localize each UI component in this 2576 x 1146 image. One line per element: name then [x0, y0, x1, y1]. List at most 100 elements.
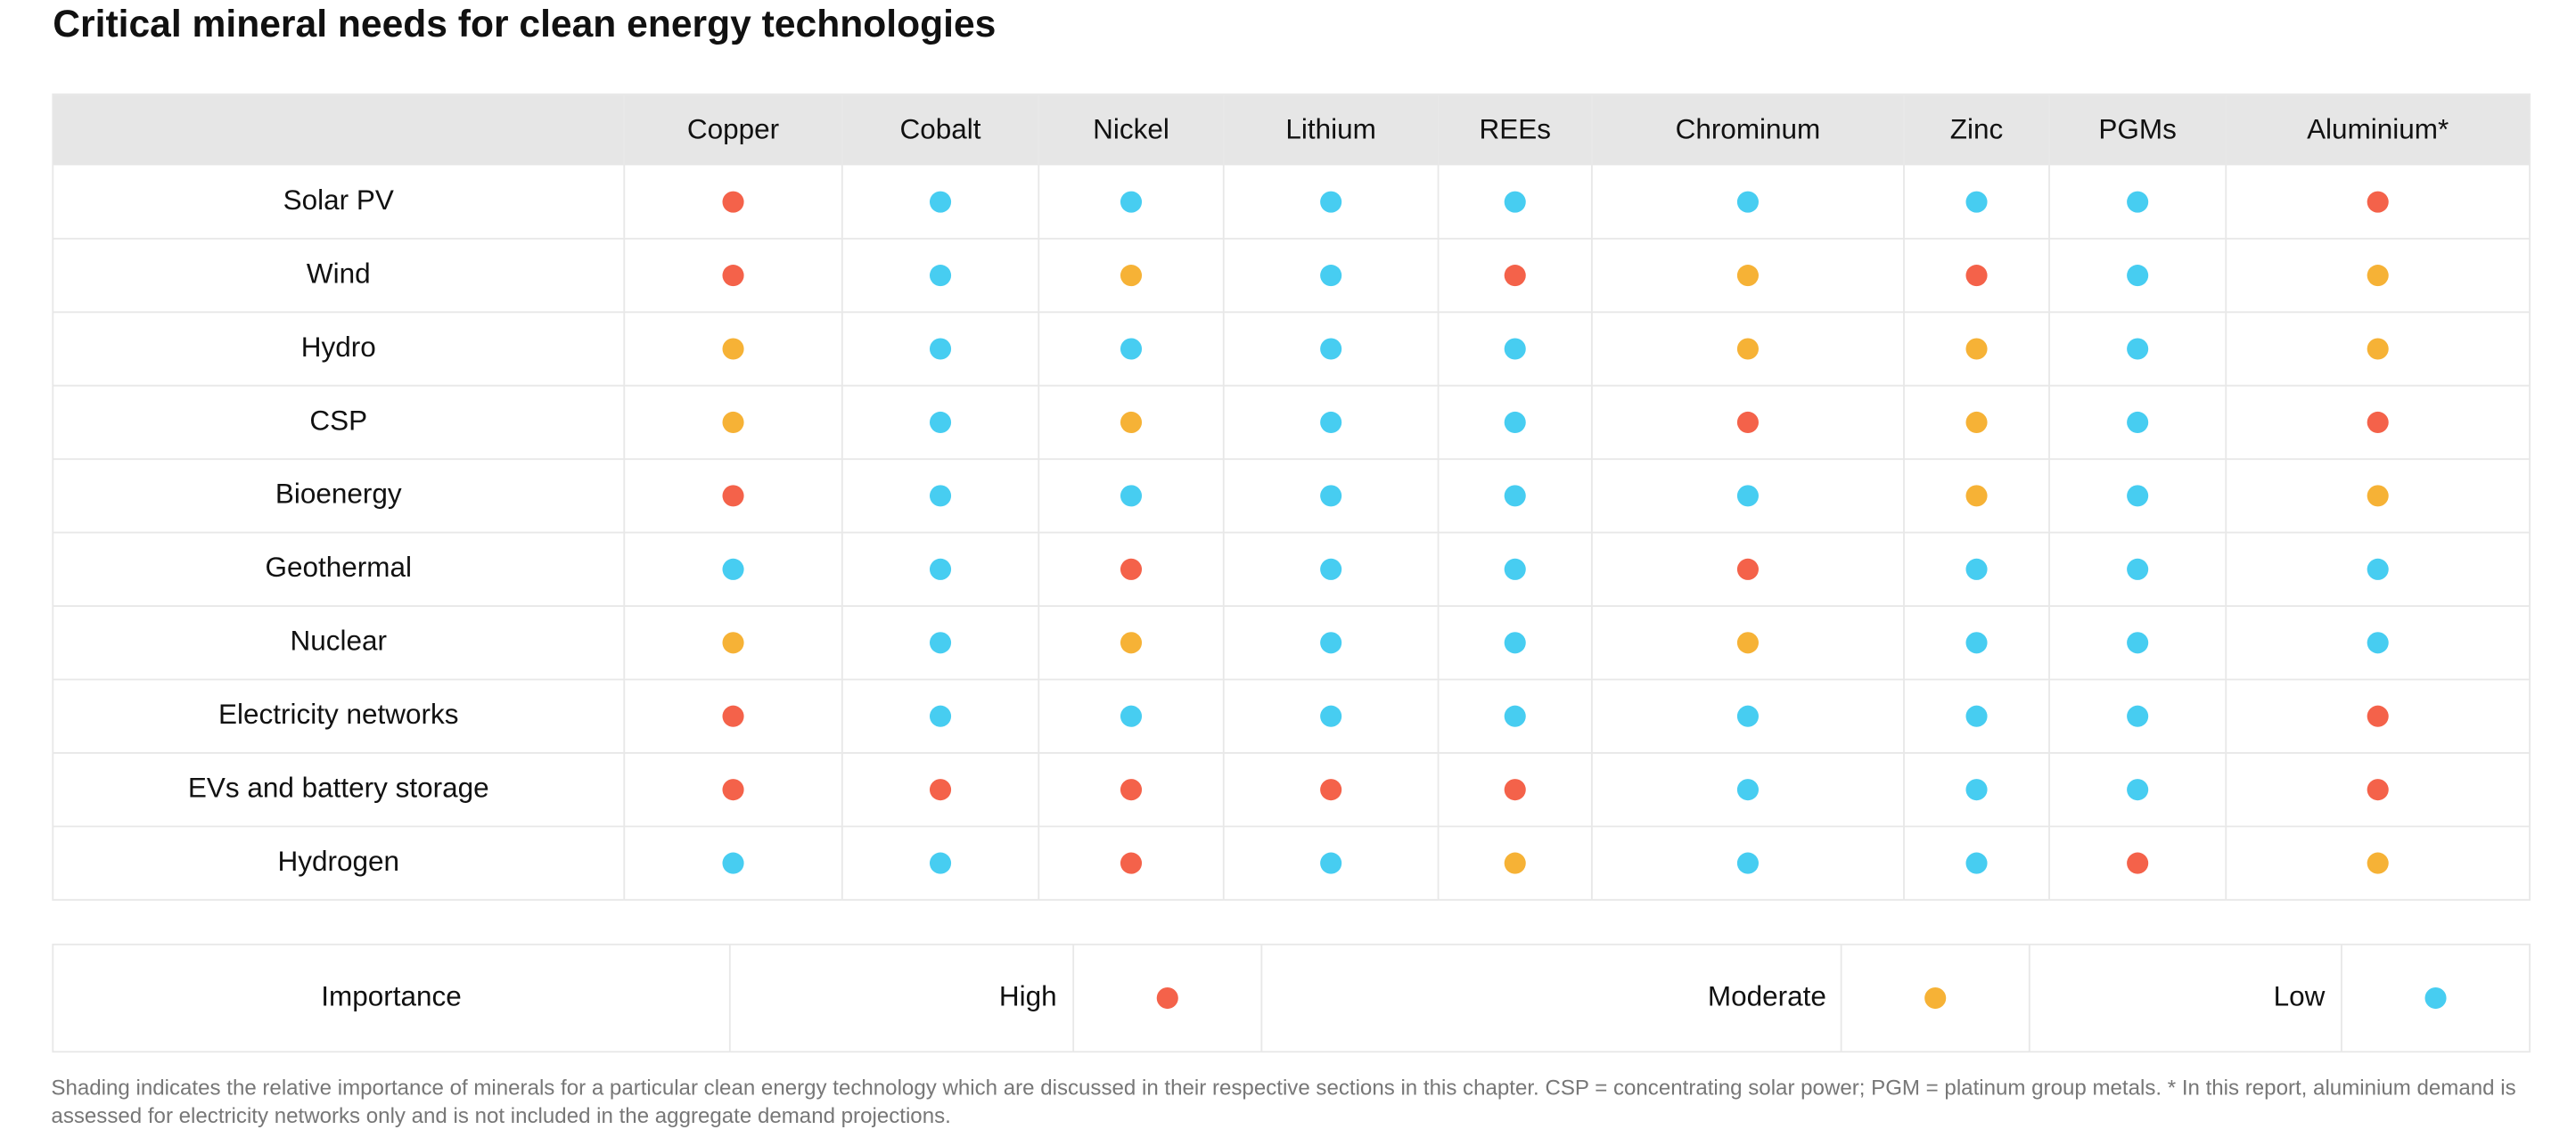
- importance-dot: [1320, 411, 1342, 433]
- importance-dot: [2367, 411, 2389, 433]
- importance-dot: [1504, 632, 1526, 654]
- importance-dot: [929, 411, 952, 433]
- row-label: Solar PV: [283, 184, 394, 216]
- importance-dot: [929, 852, 952, 874]
- importance-dot: [1736, 852, 1759, 874]
- row-label: Wind: [307, 257, 371, 289]
- importance-dot: [1120, 632, 1143, 654]
- importance-dot: [1120, 411, 1143, 433]
- legend-dot: [1156, 986, 1178, 1010]
- importance-dot: [1120, 705, 1143, 727]
- legend-dot: [2424, 986, 2447, 1010]
- importance-dot: [1504, 852, 1526, 874]
- importance-dot: [1965, 558, 1988, 580]
- importance-dot: [1120, 779, 1143, 801]
- column-header: Cobalt: [900, 113, 981, 145]
- importance-dot: [1320, 852, 1342, 874]
- footnote: Shading indicates the relative importanc…: [51, 1075, 2516, 1128]
- importance-dot: [2367, 265, 2389, 287]
- importance-dot: [1320, 779, 1342, 801]
- legend-title: Importance: [321, 979, 462, 1011]
- importance-dot: [722, 705, 744, 727]
- importance-dot: [929, 779, 952, 801]
- row-label: Nuclear: [291, 625, 388, 657]
- legend-border: [52, 943, 2531, 1053]
- importance-dot: [1965, 705, 1988, 727]
- importance-dot: [929, 338, 952, 360]
- importance-dot: [2127, 779, 2149, 801]
- importance-dot: [722, 191, 744, 213]
- importance-dot: [1120, 191, 1143, 213]
- importance-dot: [2127, 338, 2149, 360]
- importance-dot: [722, 265, 744, 287]
- importance-dot: [1120, 338, 1143, 360]
- importance-dot: [1965, 411, 1988, 433]
- importance-dot: [1965, 265, 1988, 287]
- importance-dot: [2127, 705, 2149, 727]
- importance-dot: [722, 779, 744, 801]
- title: Critical mineral needs for clean energy …: [53, 3, 996, 45]
- row-label: Hydro: [301, 331, 376, 363]
- importance-dot: [2127, 632, 2149, 654]
- importance-dot: [1736, 265, 1759, 287]
- importance-dot: [1736, 411, 1759, 433]
- importance-dot: [929, 558, 952, 580]
- importance-dot: [1736, 485, 1759, 507]
- column-header: Lithium: [1285, 113, 1376, 145]
- row-label: CSP: [309, 404, 367, 436]
- table-border: [52, 93, 2531, 901]
- importance-dot: [929, 632, 952, 654]
- row-label: Geothermal: [266, 551, 413, 583]
- importance-dot: [1965, 632, 1988, 654]
- importance-dot: [1504, 779, 1526, 801]
- importance-dot: [2127, 191, 2149, 213]
- importance-dot: [2367, 191, 2389, 213]
- importance-dot: [1736, 338, 1759, 360]
- importance-dot: [1120, 485, 1143, 507]
- row-label: Bioenergy: [275, 478, 402, 510]
- importance-dot: [1120, 265, 1143, 287]
- importance-dot: [1320, 338, 1342, 360]
- importance-dot: [1965, 852, 1988, 874]
- column-header: Copper: [687, 113, 779, 145]
- importance-dot: [1120, 852, 1143, 874]
- legend-label: Low: [2274, 979, 2326, 1011]
- legend-label: Moderate: [1708, 979, 1826, 1011]
- importance-dot: [1504, 265, 1526, 287]
- importance-dot: [2127, 265, 2149, 287]
- column-header: Chrominum: [1676, 113, 1821, 145]
- importance-dot: [1504, 705, 1526, 727]
- importance-dot: [1504, 485, 1526, 507]
- importance-dot: [1965, 485, 1988, 507]
- importance-dot: [2367, 852, 2389, 874]
- importance-dot: [722, 338, 744, 360]
- importance-dot: [722, 852, 744, 874]
- importance-dot: [1120, 558, 1143, 580]
- importance-dot: [929, 265, 952, 287]
- column-header: Aluminium*: [2307, 113, 2449, 145]
- importance-dot: [2367, 779, 2389, 801]
- importance-dot: [929, 191, 952, 213]
- row-label: Hydrogen: [278, 845, 400, 877]
- importance-dot: [722, 632, 744, 654]
- row-label: EVs and battery storage: [188, 771, 489, 803]
- column-header: REEs: [1479, 113, 1550, 145]
- footnote-box: Shading indicates the relative importanc…: [51, 1075, 2516, 1128]
- importance-dot: [722, 558, 744, 580]
- importance-dot: [1504, 411, 1526, 433]
- importance-dot: [1320, 558, 1342, 580]
- importance-dot: [722, 411, 744, 433]
- importance-dot: [2367, 705, 2389, 727]
- importance-dot: [2367, 632, 2389, 654]
- importance-dot: [1736, 632, 1759, 654]
- importance-dot: [2127, 558, 2149, 580]
- importance-dot: [1736, 779, 1759, 801]
- importance-dot: [2367, 485, 2389, 507]
- importance-dot: [1320, 485, 1342, 507]
- importance-dot: [722, 485, 744, 507]
- column-header: PGMs: [2098, 113, 2176, 145]
- importance-dot: [1504, 558, 1526, 580]
- importance-dot: [1736, 191, 1759, 213]
- importance-dot: [2367, 558, 2389, 580]
- importance-dot: [1965, 779, 1988, 801]
